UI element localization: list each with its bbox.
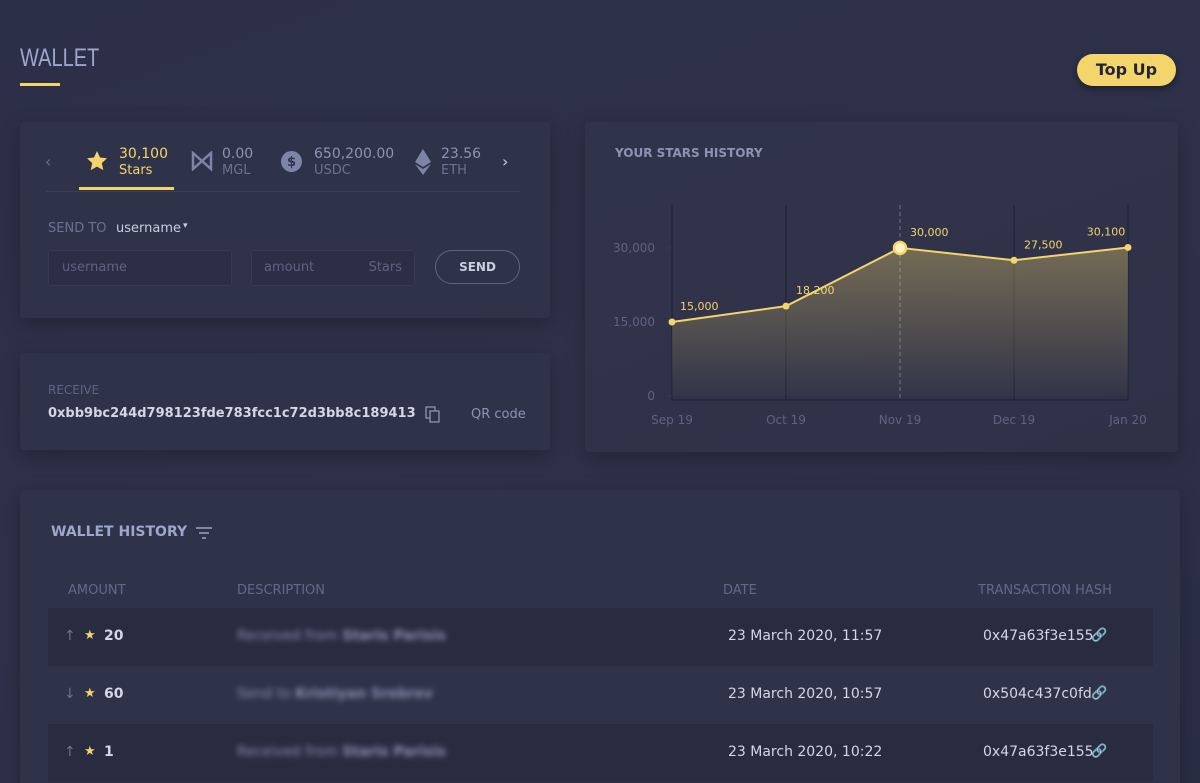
svg-text:$: $ — [287, 155, 296, 170]
star-icon: ★ — [84, 744, 96, 759]
counterparty: Staris Parisis — [342, 628, 446, 644]
next-arrow[interactable]: › — [502, 152, 509, 171]
column-header: DATE — [723, 583, 757, 598]
data-label: 30,100 — [1087, 225, 1126, 238]
y-tick-label: 0 — [647, 389, 655, 403]
receive-card — [20, 353, 550, 450]
balance-unit[interactable]: MGL — [222, 163, 251, 178]
date: 23 March 2020, 11:57 — [728, 628, 883, 644]
link-icon[interactable]: 🔗 — [1091, 628, 1108, 643]
receive-label: RECEIVE — [48, 383, 100, 397]
page-title: WALLET — [20, 44, 100, 72]
x-tick-label: Jan 20 — [1108, 413, 1147, 427]
description: Received from Staris Parisis — [237, 628, 446, 644]
direction-icon: ↑ — [64, 628, 76, 644]
hash[interactable]: 0x504c437c0fd — [983, 686, 1092, 702]
filter-icon[interactable] — [195, 526, 213, 540]
counterparty: Kristiyan Srebrev — [295, 686, 434, 702]
y-tick-label: 30,000 — [613, 241, 655, 255]
eth-icon — [415, 149, 431, 175]
amount: 20 — [104, 628, 124, 644]
balance-amount[interactable]: 23.56 — [441, 146, 482, 162]
date: 23 March 2020, 10:22 — [728, 744, 883, 760]
column-header: DESCRIPTION — [237, 583, 325, 598]
counterparty: Staris Parisis — [342, 744, 446, 760]
balance-unit[interactable]: Stars — [119, 163, 153, 178]
balance-amount[interactable]: 30,100 — [119, 146, 168, 162]
amount: 1 — [104, 744, 114, 760]
data-point — [892, 240, 908, 256]
balance-unit[interactable]: ETH — [441, 163, 467, 178]
star-icon — [87, 151, 107, 171]
balance-unit[interactable]: USDC — [314, 163, 351, 178]
column-header: TRANSACTION HASH — [978, 583, 1112, 598]
description-text: Send to — [237, 686, 291, 702]
data-point — [1010, 256, 1018, 264]
amount-unit: Stars — [368, 260, 402, 275]
placeholder: username — [62, 260, 127, 275]
qr-code-link[interactable]: QR code — [471, 407, 526, 422]
description: Received from Staris Parisis — [237, 744, 446, 760]
amount: 60 — [104, 686, 124, 702]
direction-icon: ↓ — [64, 686, 76, 702]
description-text: Received from — [237, 744, 338, 760]
data-point — [782, 302, 790, 310]
wallet-address: 0xbb9bc244d798123fde783fcc1c72d3bb8c1894… — [48, 406, 416, 421]
y-tick-label: 15,000 — [613, 315, 655, 329]
link-icon[interactable]: 🔗 — [1091, 686, 1108, 701]
amount-input[interactable]: amount Stars — [251, 250, 415, 286]
stars-history-chart: YOUR STARS HISTORY 0 15,000 30,000 Sep 19 Oc… — [613, 146, 1147, 427]
description-text: Received from — [237, 628, 338, 644]
tab-separator — [46, 191, 520, 192]
balance-amount[interactable]: 650,200.00 — [314, 146, 395, 162]
link-icon[interactable]: 🔗 — [1091, 744, 1108, 759]
active-tab-indicator — [79, 187, 174, 190]
username-input[interactable]: username — [48, 250, 232, 286]
x-tick-label: Nov 19 — [879, 413, 922, 427]
area-fill — [672, 247, 1128, 396]
data-label: 15,000 — [680, 300, 719, 313]
recipient-type[interactable]: username — [116, 221, 181, 236]
history-row[interactable]: ↑ ★ 20 Received from Staris Parisis 23 M… — [48, 608, 1153, 666]
date: 23 March 2020, 10:57 — [728, 686, 883, 702]
data-label: 27,500 — [1024, 238, 1063, 251]
history-title: WALLET HISTORY — [51, 524, 188, 540]
prev-arrow[interactable]: ‹ — [45, 152, 52, 171]
placeholder: amount — [264, 260, 315, 275]
copy-icon[interactable] — [425, 406, 441, 423]
hash[interactable]: 0x47a63f3e155 — [983, 744, 1094, 760]
data-point — [668, 318, 676, 326]
history-row[interactable]: ↑ ★ 1 Received from Staris Parisis 23 Ma… — [48, 724, 1153, 782]
mgl-icon — [191, 151, 213, 171]
send-button[interactable]: SEND — [435, 250, 520, 284]
usdc-icon: $ — [281, 151, 302, 172]
direction-icon: ↑ — [64, 744, 76, 760]
description: Send to Kristiyan Srebrev — [237, 686, 433, 702]
star-icon: ★ — [84, 686, 96, 701]
data-label: 18,200 — [796, 284, 835, 297]
chart-title: YOUR STARS HISTORY — [614, 146, 763, 160]
dropdown-caret[interactable]: ▾ — [183, 221, 188, 231]
title-underline — [20, 83, 60, 86]
send-to-label: SEND TO — [48, 221, 107, 236]
x-tick-label: Sep 19 — [651, 413, 693, 427]
x-tick-label: Dec 19 — [993, 413, 1035, 427]
star-icon: ★ — [84, 628, 96, 643]
history-row[interactable]: ↓ ★ 60 Send to Kristiyan Srebrev 23 Marc… — [48, 666, 1153, 724]
x-tick-label: Oct 19 — [766, 413, 806, 427]
data-label: 30,000 — [910, 226, 949, 239]
hash[interactable]: 0x47a63f3e155 — [983, 628, 1094, 644]
top-up-button[interactable]: Top Up — [1077, 54, 1176, 86]
balance-amount[interactable]: 0.00 — [222, 146, 254, 162]
data-point — [1124, 243, 1132, 251]
column-header: AMOUNT — [68, 583, 126, 598]
